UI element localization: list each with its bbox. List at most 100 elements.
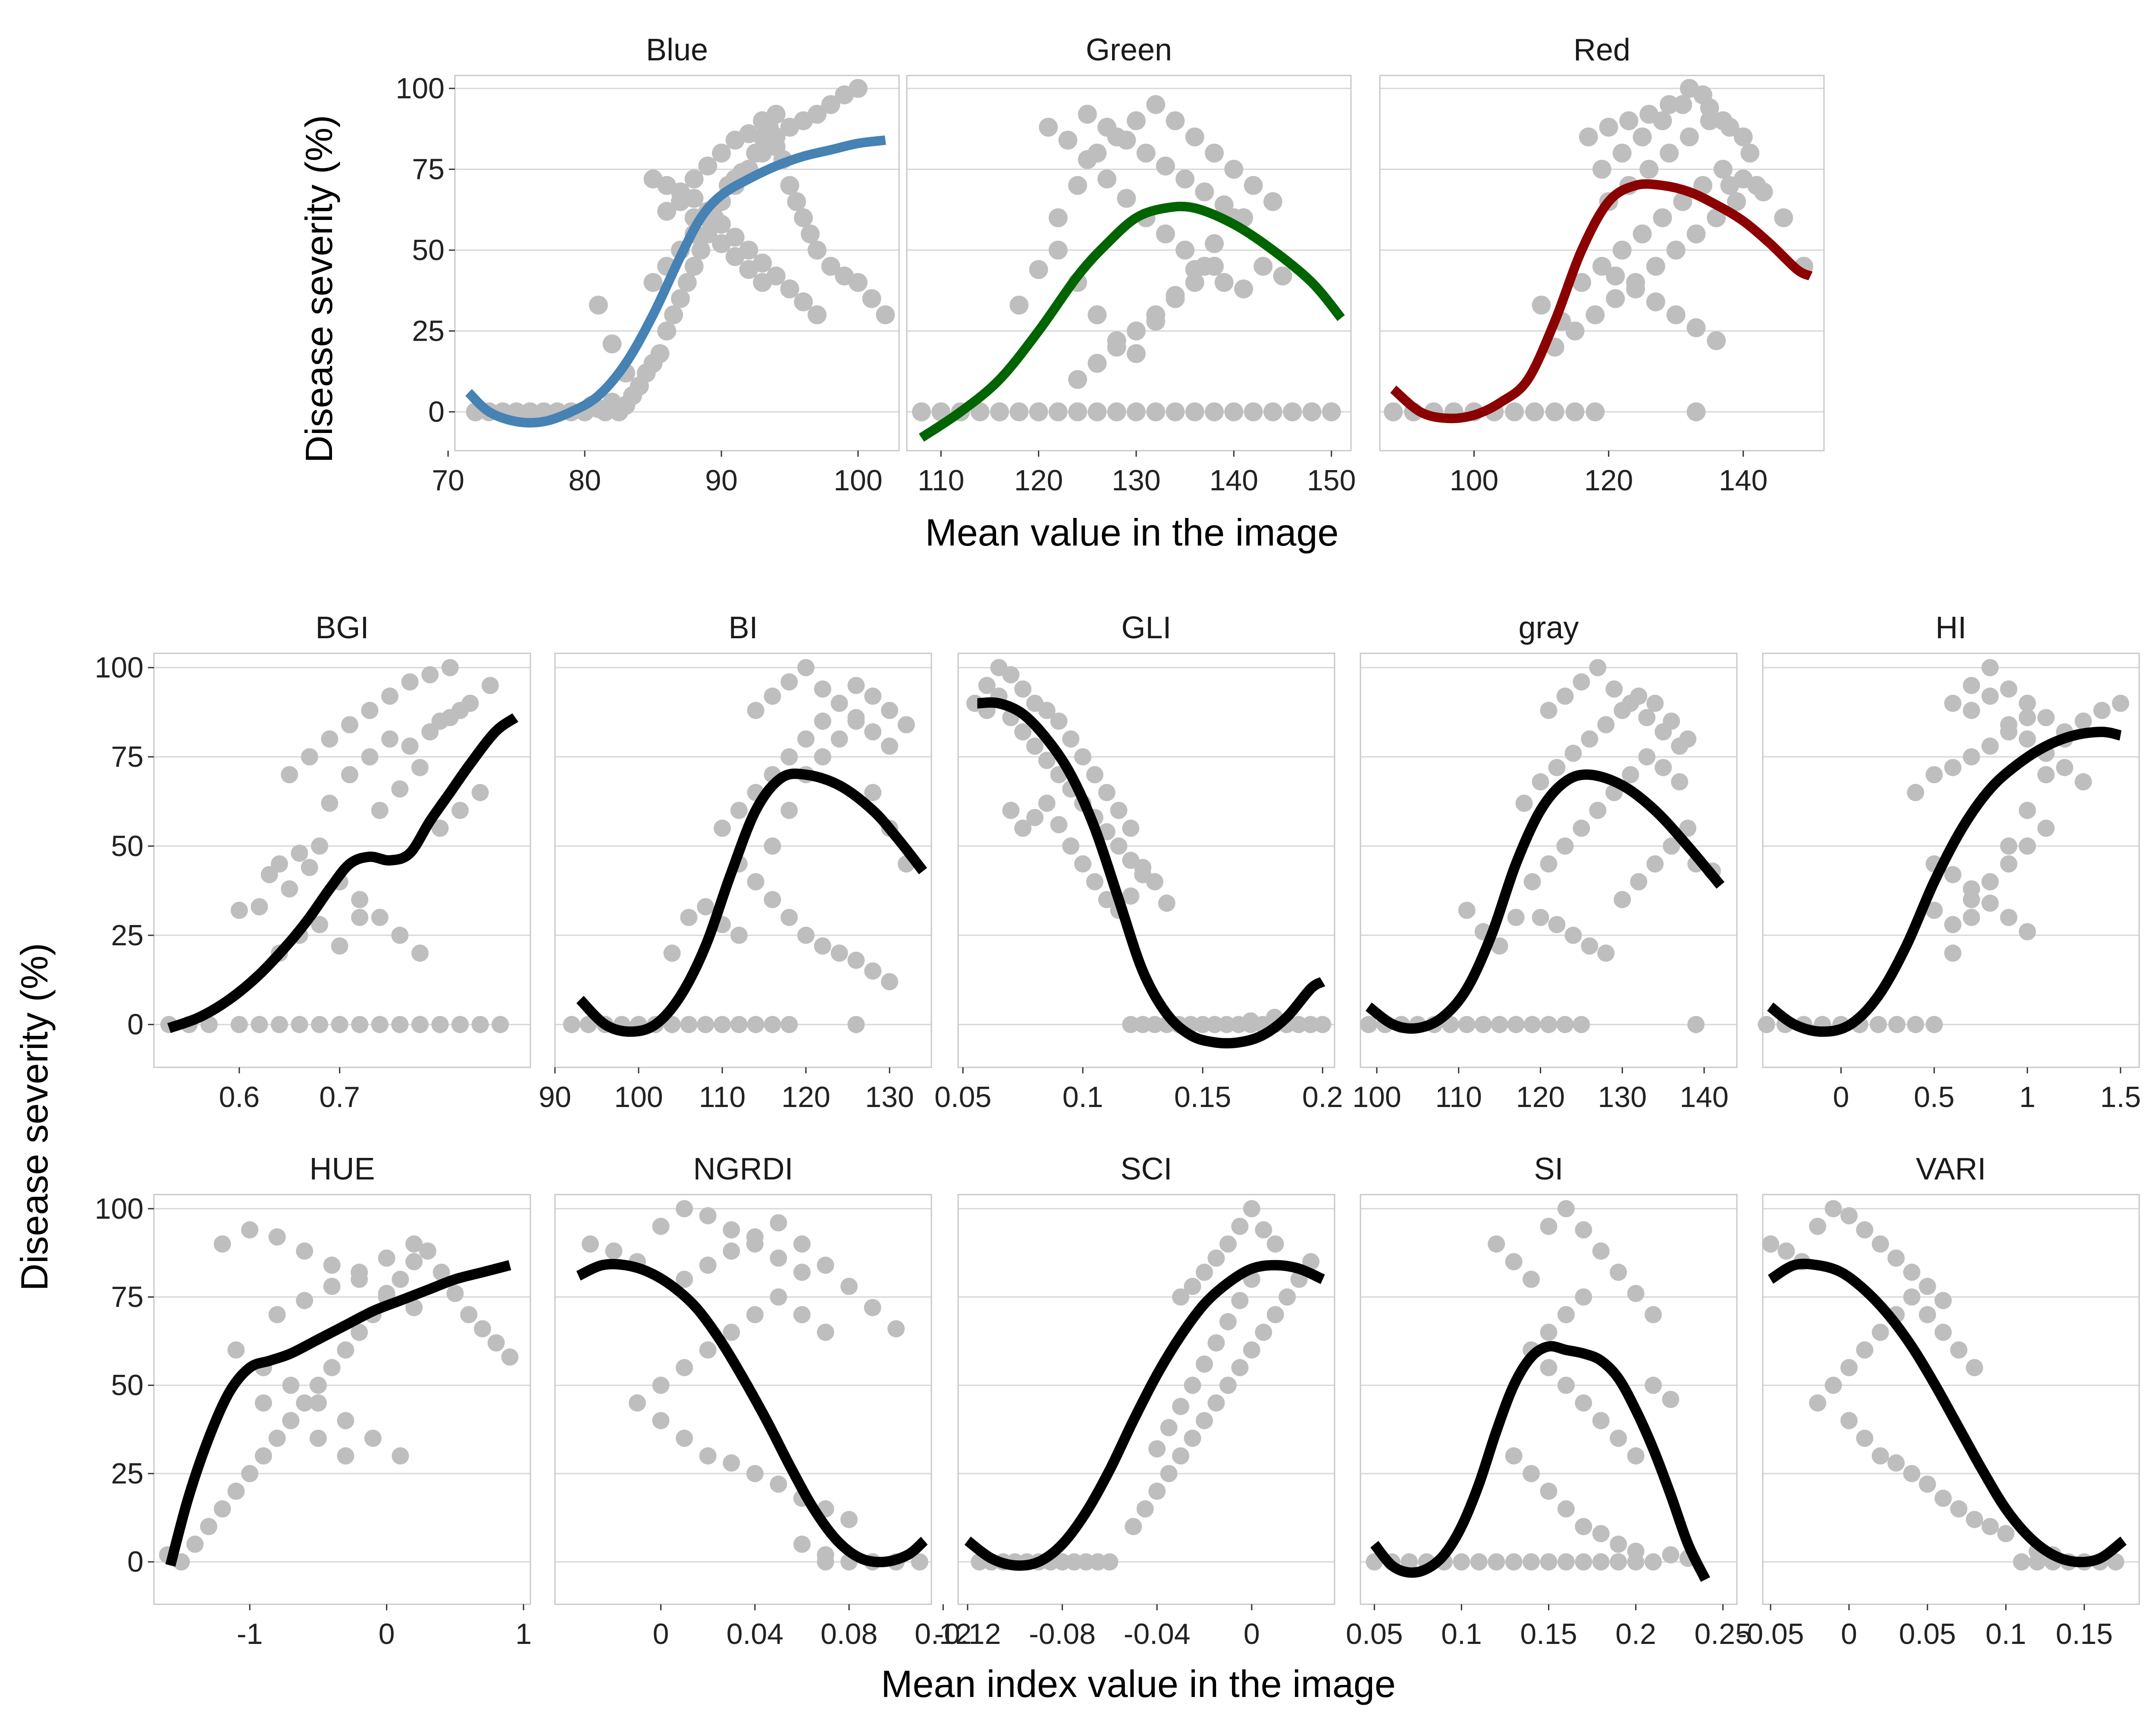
data-point <box>1474 1016 1492 1033</box>
panel-title-gli: GLI <box>1121 611 1171 645</box>
data-point <box>1981 737 1999 755</box>
data-point <box>1944 944 1962 962</box>
data-point <box>1166 289 1185 308</box>
data-point <box>1122 1016 1140 1033</box>
data-point <box>1360 1016 1377 1033</box>
smooth-curve-si <box>1370 1341 1711 1582</box>
data-point <box>323 1277 341 1295</box>
data-point <box>1148 1482 1166 1500</box>
data-point <box>780 909 798 926</box>
panel-bgi: BGI 0 25 50 75 100 0.6 0.7 <box>95 611 531 1113</box>
data-point <box>230 1016 248 1033</box>
x-tick-label: 80 <box>568 464 601 497</box>
data-point <box>1266 1235 1284 1253</box>
data-point <box>1981 873 1999 891</box>
data-point <box>1627 1285 1645 1302</box>
x-tick-label: 110 <box>918 464 964 497</box>
data-point <box>1777 1242 1795 1260</box>
data-point <box>897 716 915 734</box>
smooth-curve-red <box>1390 179 1813 423</box>
data-point <box>2018 923 2036 941</box>
data-point <box>1903 1465 1921 1482</box>
x-tick-label: 120 <box>1014 464 1063 497</box>
x-tick-label: -0.05 <box>1737 1618 1804 1650</box>
panel-title-sci: SCI <box>1120 1152 1172 1186</box>
panel-frame-gli <box>957 652 1335 1068</box>
data-point <box>1146 95 1166 114</box>
data-point <box>1196 1264 1213 1281</box>
data-point <box>341 766 358 784</box>
data-point <box>1540 1324 1557 1341</box>
data-point <box>864 784 882 801</box>
data-point <box>797 659 815 677</box>
data-point <box>1557 1553 1575 1571</box>
data-point <box>1540 1359 1557 1377</box>
data-point <box>730 802 748 819</box>
data-point <box>746 1465 764 1482</box>
x-tick-label: 0.15 <box>1520 1618 1577 1650</box>
panel-title-hue: HUE <box>309 1152 375 1186</box>
data-point <box>1564 926 1582 944</box>
x-tick-label: 0.6 <box>219 1081 260 1113</box>
panel-frame-red <box>1379 75 1825 452</box>
data-point <box>1963 880 1981 898</box>
data-point <box>1273 267 1292 285</box>
data-point <box>213 1500 231 1518</box>
data-point <box>1733 127 1753 147</box>
data-point <box>1314 1016 1332 1033</box>
data-point <box>814 712 831 730</box>
data-point <box>1663 837 1680 855</box>
data-point <box>1401 1553 1418 1571</box>
data-point <box>1146 402 1166 421</box>
data-point <box>911 1553 928 1571</box>
data-point <box>1934 1292 1952 1309</box>
data-point <box>1592 1525 1610 1543</box>
data-point <box>1633 127 1652 147</box>
x-tick-label: 90 <box>705 464 738 497</box>
panel-frame-hue <box>153 1194 531 1605</box>
data-point <box>1172 1398 1190 1415</box>
data-point <box>723 1221 740 1239</box>
data-point <box>770 1249 787 1267</box>
data-point <box>1184 1377 1201 1394</box>
panel-frame-bi <box>554 652 932 1068</box>
data-point <box>411 1016 429 1033</box>
data-point <box>473 1320 491 1338</box>
smooth-curve-blue <box>465 135 886 428</box>
data-point <box>1573 673 1590 691</box>
data-point <box>780 1016 798 1033</box>
data-point <box>2000 837 2018 855</box>
data-point <box>1606 289 1625 308</box>
data-point <box>1824 1200 1842 1217</box>
data-point <box>1856 1221 1874 1239</box>
data-point <box>643 273 663 292</box>
data-point <box>1156 157 1175 176</box>
data-point <box>1026 809 1044 826</box>
data-point <box>1673 95 1692 114</box>
data-point <box>1048 241 1068 260</box>
data-point <box>1107 402 1126 421</box>
data-point <box>1002 666 1020 684</box>
data-point <box>864 723 882 741</box>
data-point <box>371 1016 389 1033</box>
data-point <box>1963 702 1981 719</box>
panel-hue: HUE 0 25 50 75 100 -1 0 1 <box>95 1152 532 1650</box>
data-point <box>296 1292 313 1309</box>
data-point <box>787 192 806 211</box>
y-tick-label: 25 <box>111 1457 144 1490</box>
data-point <box>780 673 798 691</box>
data-point <box>1963 677 1981 694</box>
panel-frame-hi <box>1762 652 2140 1068</box>
panel-green: Green 110 120 130 140 150 <box>906 33 1356 497</box>
data-point <box>405 1235 423 1253</box>
data-point <box>1194 1016 1212 1033</box>
data-point <box>1062 730 1080 748</box>
data-point <box>1840 1412 1858 1430</box>
data-point <box>1523 1270 1540 1288</box>
data-point <box>1185 402 1204 421</box>
panel-vari: VARI -0.05 0 0.05 0.1 0.15 <box>1737 1152 2140 1650</box>
data-point <box>714 1016 731 1033</box>
data-point <box>1206 1016 1223 1033</box>
data-point <box>1638 709 1656 726</box>
data-point <box>1612 241 1632 260</box>
